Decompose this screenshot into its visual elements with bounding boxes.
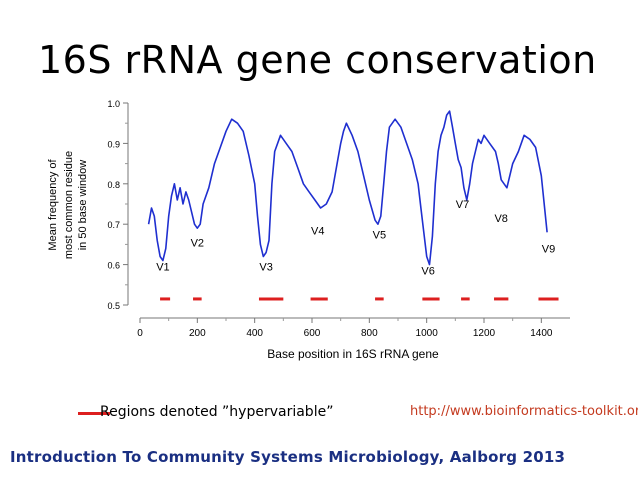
x-tick-label: 1000 — [416, 328, 439, 339]
series-line — [147, 110, 548, 266]
y-axis-ticks: 0.5 0.6 0.7 0.8 0.9 1.0 — [107, 99, 128, 311]
x-tick-label: 400 — [246, 328, 263, 339]
legend-swatch — [78, 412, 110, 415]
region-label-v9: V9 — [542, 243, 555, 255]
y-tick-label: 0.9 — [107, 139, 120, 149]
source-link[interactable]: http://www.bioinformatics-toolkit.org — [410, 404, 638, 419]
legend-label: Regions denoted ”hypervariable” — [100, 404, 334, 420]
y-tick-label: 0.7 — [107, 220, 120, 230]
region-label-v3: V3 — [259, 262, 272, 274]
y-tick-label: 1.0 — [107, 99, 120, 109]
region-label-v5: V5 — [373, 229, 386, 241]
conservation-chart: 0.5 0.6 0.7 0.8 0.9 1.0 0 200 400 600 800 1000 1200… — [47, 99, 570, 361]
x-tick-label: 1200 — [473, 328, 496, 339]
region-label-v2: V2 — [191, 237, 204, 249]
y-axis-label-line: Mean frequency of — [47, 159, 59, 251]
x-tick-label: 0 — [137, 328, 143, 339]
y-tick-label: 0.8 — [107, 180, 120, 190]
x-axis-ticks: 0 200 400 600 800 1000 1200 1400 — [137, 318, 553, 339]
region-label-v1: V1 — [156, 262, 169, 274]
y-axis-label-line: in 50 base window — [77, 160, 89, 251]
region-label-v7: V7 — [456, 199, 469, 211]
footer-text: Introduction To Community Systems Microb… — [10, 448, 566, 466]
x-axis-label: Base position in 16S rRNA gene — [267, 347, 439, 361]
x-tick-label: 1400 — [530, 328, 553, 339]
x-tick-label: 200 — [189, 328, 206, 339]
x-tick-label: 600 — [304, 328, 321, 339]
region-labels: V1 V2 V3 V4 V5 V6 V7 V8 V9 — [156, 199, 555, 278]
slide-title: 16S rRNA gene conservation — [38, 38, 597, 82]
y-tick-label: 0.5 — [107, 301, 120, 311]
y-axis-label-line: most common residue — [63, 151, 75, 259]
x-tick-label: 800 — [361, 328, 378, 339]
region-label-v6: V6 — [421, 266, 434, 278]
y-tick-label: 0.6 — [107, 261, 120, 271]
y-axis-label: Mean frequency of most common residue in 5… — [47, 151, 89, 259]
chart-axes — [127, 103, 570, 319]
region-label-v4: V4 — [311, 225, 324, 237]
data-series — [147, 110, 548, 266]
region-label-v8: V8 — [494, 213, 507, 225]
